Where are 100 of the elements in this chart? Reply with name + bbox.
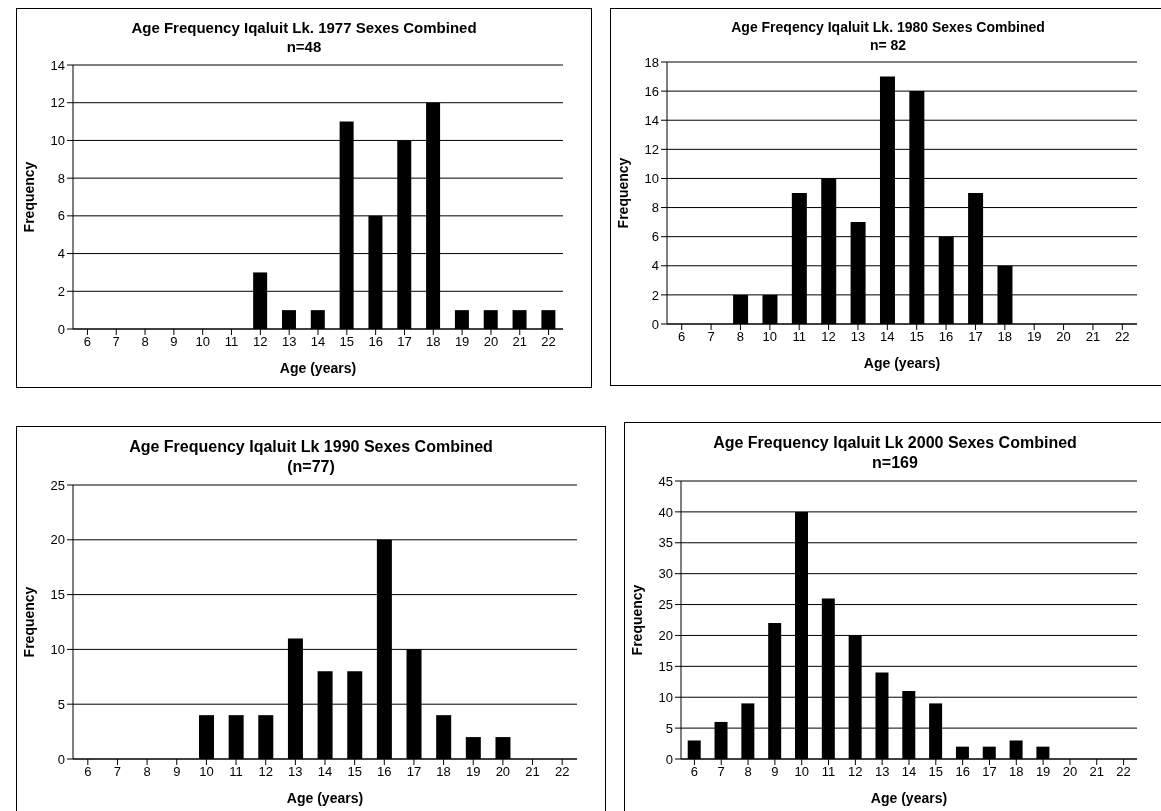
x-tick-label: 16 (938, 329, 954, 345)
x-tick-label: 15 (909, 329, 924, 345)
x-tick-label: 16 (955, 764, 970, 780)
y-tick-label: 25 (658, 597, 673, 613)
x-tick-label: 19 (1026, 329, 1042, 345)
y-axis-title: Frequency (20, 160, 37, 232)
x-tick-label: 7 (707, 329, 715, 345)
x-tick-label: 22 (541, 333, 556, 349)
y-tick-label: 2 (651, 287, 659, 303)
x-axis-title: Age (years) (870, 790, 948, 806)
x-tick-label: 21 (1085, 329, 1101, 345)
chart-title: Age Frequency Iqaluit Lk 2000 Sexes Combined (712, 433, 1078, 453)
y-tick-label: 30 (658, 566, 673, 582)
x-tick-label: 20 (495, 764, 511, 780)
y-tick-label: 12 (644, 141, 659, 157)
x-tick-label: 20 (1062, 764, 1078, 780)
x-tick-label: 18 (436, 764, 451, 780)
y-tick-label: 15 (658, 658, 673, 674)
y-axis-title: Frequency (628, 584, 645, 656)
y-axis-title: Frequency (20, 586, 37, 658)
x-axis-title: Age (years) (863, 355, 941, 371)
x-tick-label: 11 (821, 764, 836, 780)
x-tick-label: 8 (736, 329, 745, 345)
x-tick-label: 13 (288, 764, 303, 780)
y-tick-label: 45 (658, 473, 673, 489)
y-tick-label: 20 (50, 532, 65, 548)
y-tick-label: 0 (57, 751, 65, 767)
x-tick-label: 6 (690, 764, 699, 780)
x-tick-label: 10 (199, 764, 214, 780)
x-tick-label: 21 (525, 764, 540, 780)
x-tick-label: 17 (968, 329, 983, 345)
x-tick-label: 18 (1009, 764, 1024, 780)
x-tick-label: 8 (141, 333, 149, 349)
chart-subtitle: n= 82 (868, 36, 908, 54)
x-tick-label: 11 (229, 764, 243, 780)
x-tick-label: 12 (848, 764, 863, 780)
x-tick-label: 12 (253, 333, 268, 349)
x-tick-label: 14 (880, 329, 895, 345)
y-tick-label: 10 (658, 689, 673, 705)
y-tick-label: 0 (665, 751, 673, 767)
x-tick-label: 12 (258, 764, 273, 780)
x-tick-label: 14 (310, 333, 326, 349)
y-tick-label: 35 (658, 535, 673, 551)
x-tick-label: 7 (112, 333, 120, 349)
x-tick-label: 15 (928, 764, 944, 780)
y-tick-label: 16 (644, 83, 659, 99)
x-tick-label: 20 (483, 333, 499, 349)
x-tick-label: 10 (195, 333, 210, 349)
x-tick-label: 18 (997, 329, 1013, 345)
x-tick-label: 14 (901, 764, 917, 780)
x-tick-label: 15 (347, 764, 362, 780)
y-tick-label: 18 (644, 54, 659, 70)
x-tick-label: 17 (982, 764, 997, 780)
x-tick-label: 7 (113, 764, 122, 780)
x-tick-label: 8 (744, 764, 752, 780)
chart-title: Age Frequency Iqaluit Lk 1990 Sexes Combined (128, 437, 494, 457)
x-tick-label: 9 (170, 333, 178, 349)
x-tick-label: 17 (406, 764, 422, 780)
x-tick-label: 9 (771, 764, 779, 780)
chart-subtitle: n=48 (285, 37, 323, 57)
x-tick-label: 6 (83, 333, 92, 349)
x-tick-label: 6 (678, 329, 686, 345)
x-tick-label: 8 (143, 764, 151, 780)
y-tick-label: 5 (57, 696, 65, 712)
x-tick-label: 13 (850, 329, 866, 345)
x-tick-label: 15 (339, 333, 355, 349)
y-tick-label: 0 (57, 321, 65, 337)
x-tick-label: 22 (1115, 329, 1130, 345)
y-tick-label: 10 (644, 171, 659, 187)
x-tick-label: 22 (1116, 764, 1131, 780)
x-tick-label: 18 (426, 333, 441, 349)
y-tick-label: 14 (50, 57, 65, 73)
x-tick-label: 16 (377, 764, 392, 780)
x-tick-label: 19 (1035, 764, 1051, 780)
y-tick-label: 4 (57, 245, 65, 261)
y-tick-label: 8 (57, 170, 65, 186)
x-tick-label: 16 (368, 333, 383, 349)
chart-title: Age Frequency Iqaluit Lk. 1977 Sexes Combined (130, 19, 478, 38)
y-tick-label: 10 (50, 132, 65, 148)
x-tick-label: 20 (1056, 329, 1071, 345)
x-axis-title: Age (years) (286, 790, 364, 806)
chart-subtitle: (n=77) (286, 457, 336, 477)
chart-subtitle: n=169 (871, 453, 919, 473)
chart-title: Age Freqency Iqaluit Lk. 1980 Sexes Combined (730, 19, 1046, 37)
y-tick-label: 20 (658, 628, 673, 644)
x-tick-label: 19 (466, 764, 481, 780)
x-tick-label: 11 (792, 329, 806, 345)
y-tick-label: 5 (665, 720, 673, 736)
y-tick-label: 14 (644, 112, 659, 128)
x-tick-label: 13 (874, 764, 890, 780)
y-tick-label: 6 (57, 207, 65, 223)
x-tick-label: 19 (454, 333, 470, 349)
x-tick-label: 10 (794, 764, 809, 780)
x-tick-label: 14 (317, 764, 333, 780)
x-axis-title: Age (years) (279, 359, 357, 376)
y-tick-label: 6 (651, 229, 659, 245)
y-axis-title: Frequency (614, 157, 631, 229)
x-tick-label: 21 (512, 333, 527, 349)
x-tick-label: 6 (84, 764, 92, 780)
y-tick-label: 8 (651, 200, 659, 216)
